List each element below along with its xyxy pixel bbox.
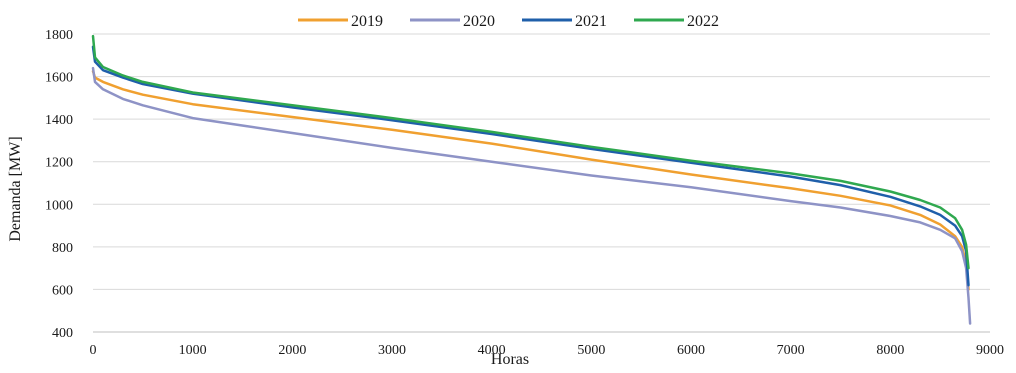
series-line-2019 [91, 70, 970, 291]
y-tick-label: 600 [52, 283, 73, 298]
y-tick-label: 1000 [45, 198, 73, 213]
series-lines [91, 34, 972, 325]
legend-label-2020: 2020 [463, 13, 495, 30]
x-tick-label: 8000 [876, 343, 904, 358]
series-line-2020 [91, 66, 972, 325]
y-tick-label: 800 [52, 241, 73, 256]
legend-label-2021: 2021 [575, 13, 607, 30]
grid [93, 33, 990, 333]
x-tick-label: 1000 [179, 343, 207, 358]
y-axis-label: Demanda [MW] [7, 136, 24, 241]
x-tick-label: 0 [90, 343, 97, 358]
x-tick-label: 3000 [378, 343, 406, 358]
legend-label-2022: 2022 [687, 13, 719, 30]
series-line-2022 [91, 34, 970, 270]
legend: 2019 2020 2021 2022 [298, 13, 719, 30]
legend-label-2019: 2019 [351, 13, 383, 30]
series-line-2021 [91, 45, 970, 287]
x-tick-label: 2000 [278, 343, 306, 358]
y-tick-label: 1600 [45, 71, 73, 86]
axes: Demanda [MW] Horas 400 600 800 1000 1200 1400… [7, 28, 1004, 368]
y-tick-label: 400 [52, 326, 73, 341]
x-tick-label: 6000 [677, 343, 705, 358]
x-tick-label: 9000 [976, 343, 1004, 358]
y-tick-label: 1800 [45, 28, 73, 43]
x-tick-label: 4000 [478, 343, 506, 358]
x-tick-label: 7000 [777, 343, 805, 358]
x-tick-label: 5000 [577, 343, 605, 358]
y-tick-label: 1400 [45, 113, 73, 128]
y-tick-label: 1200 [45, 156, 73, 171]
x-axis-label: Horas [491, 351, 529, 368]
